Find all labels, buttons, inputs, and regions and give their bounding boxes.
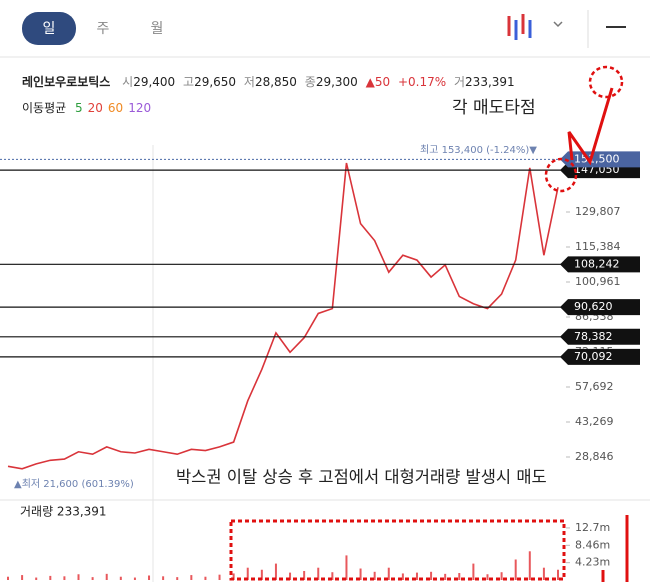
volume-bar (472, 563, 475, 580)
ma-item: 5 (75, 101, 83, 115)
y-tick-label: 100,961 (575, 275, 621, 288)
volume-bar (444, 573, 447, 580)
volume-bar (528, 551, 531, 580)
level-badge (560, 299, 640, 316)
highlight-circle (544, 157, 578, 193)
chart-type-icon[interactable] (507, 14, 563, 40)
ma-item: 20 (88, 101, 103, 115)
volume-bar (289, 572, 292, 580)
volume-bar (162, 576, 165, 580)
change-pct: +0.17% (398, 75, 446, 89)
y-tick-label: 12.7m (575, 521, 610, 534)
volume-bar (557, 569, 559, 580)
volume-bar (119, 576, 122, 580)
y-tick-label: 129,807 (575, 205, 621, 218)
volume-bar (77, 574, 80, 580)
volume-label: 거래량 233,391 (20, 505, 107, 519)
volume-bar (7, 576, 9, 580)
volume-bar (35, 577, 38, 580)
highlight-circle (588, 65, 624, 99)
volume-bar (21, 575, 24, 580)
label: 종 (305, 75, 316, 89)
volume-bar (260, 569, 263, 580)
value: 29,300 (316, 75, 358, 89)
volume-bar (514, 559, 517, 580)
min-note: ▲최저 21,600 (601.39%) (14, 478, 134, 490)
y-tick-label: 115,384 (575, 240, 621, 253)
y-tick-label: 43,269 (575, 415, 614, 428)
label: 거 (454, 75, 465, 89)
volume-bar (133, 577, 136, 580)
label: 고 (183, 75, 194, 89)
volume-bar (317, 567, 320, 580)
arrow (567, 87, 614, 166)
ma-label: 이동평균 (22, 101, 66, 115)
volume-bar (542, 567, 545, 580)
volume-bar (91, 577, 94, 580)
volume-bar (204, 576, 207, 580)
level-badge (560, 348, 640, 365)
volume-bar (274, 563, 277, 580)
level-label: 108,242 (574, 257, 620, 270)
value: 233,391 (465, 75, 515, 89)
annotation-bg (170, 464, 642, 492)
volume-bar (345, 555, 348, 580)
annotation: 각 매도타점 (452, 98, 536, 118)
highlight-box (229, 519, 566, 581)
level-label: 70,092 (574, 350, 613, 363)
volume-bar (373, 571, 376, 580)
volume-bar (246, 567, 249, 580)
volume-bar (148, 575, 151, 580)
value: 29,650 (194, 75, 236, 89)
level-badge (560, 328, 640, 345)
value: 28,850 (255, 75, 297, 89)
volume-bar (105, 573, 108, 580)
max-note: 최고 153,400 (-1.24%)▼ (420, 144, 537, 156)
ma-item: 120 (128, 101, 151, 115)
annotation: 박스권 이탈 상승 후 고점에서 대형거래량 발생시 매도 (176, 468, 547, 487)
volume-bar (458, 573, 461, 580)
tab-active[interactable] (22, 12, 76, 45)
change: ▲50 (366, 75, 391, 89)
volume-bar (190, 575, 193, 580)
tab[interactable]: 월 (151, 21, 164, 37)
price-line (7, 162, 559, 470)
level-label: 78,382 (574, 330, 613, 343)
volume-bar (387, 567, 390, 580)
value: 29,400 (133, 75, 175, 89)
y-tick-label: 4.23m (575, 556, 610, 569)
quote-line: 레인보우로보틱스 시29,400 고29,650 저28,850 종29,300… (22, 74, 515, 89)
tab[interactable]: 주 (97, 21, 110, 37)
volume-bar (218, 574, 221, 580)
volume-bar (415, 572, 418, 580)
volume-bar (176, 577, 179, 580)
y-tick-label: 57,692 (575, 380, 614, 393)
current-label: 151,500 (574, 152, 620, 165)
y-tick-label: 8.46m (575, 538, 610, 551)
stock-name: 레인보우로보틱스 (22, 74, 110, 89)
volume-bar (486, 574, 489, 580)
ma-item: 60 (108, 101, 123, 115)
ma-legend: 이동평균 5 20 60 120 (22, 101, 151, 115)
level-label: 90,620 (574, 300, 613, 313)
tab[interactable]: 일 (43, 21, 56, 37)
level-badge (560, 256, 640, 273)
current-badge (560, 151, 640, 168)
volume-bar (430, 571, 433, 580)
volume-bar (232, 573, 235, 580)
y-tick-label: 28,846 (575, 450, 614, 463)
volume-bar (401, 573, 404, 580)
volume-bar (500, 572, 503, 580)
volume-bar (359, 568, 362, 580)
volume-bar (303, 570, 306, 580)
label: 저 (244, 75, 255, 89)
volume-bar (331, 572, 334, 580)
label: 시 (122, 75, 133, 89)
volume-bar (63, 576, 66, 580)
volume-bar (49, 575, 52, 580)
